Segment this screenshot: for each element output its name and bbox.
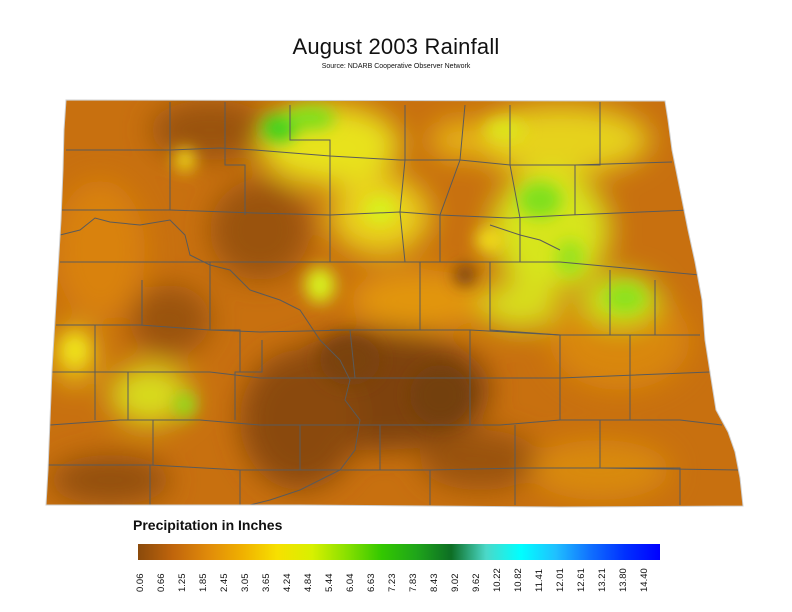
legend-tick-label: 6.04 — [345, 573, 356, 593]
legend-tick-label: 9.62 — [471, 573, 482, 593]
legend-tick-label: 10.22 — [492, 568, 503, 592]
legend-tick-label: 7.23 — [387, 573, 398, 593]
county-lines — [48, 102, 741, 506]
legend-tick-label: 2.45 — [219, 573, 230, 593]
legend-tick-label: 9.02 — [450, 573, 461, 593]
legend-tick-label: 4.84 — [303, 573, 314, 593]
legend-tick-label: 1.25 — [177, 573, 188, 593]
map-title: August 2003 Rainfall — [292, 34, 500, 59]
legend-tick-label: 1.85 — [198, 573, 209, 593]
legend-colorbar — [138, 544, 660, 560]
legend-tick-label: 12.61 — [576, 568, 587, 592]
map-subtitle: Source: NDARB Cooperative Observer Netwo… — [321, 63, 471, 70]
legend-tick-label: 3.65 — [261, 573, 272, 593]
legend-tick-label: 3.05 — [240, 573, 251, 593]
legend-tick-label: 12.01 — [555, 568, 566, 592]
legend-tick-label: 0.06 — [135, 573, 146, 593]
legend-tick-label: 11.41 — [534, 568, 545, 592]
legend-tick-label: 6.63 — [366, 573, 377, 593]
legend-tick-label: 10.82 — [513, 568, 524, 592]
legend-tick-label: 5.44 — [324, 573, 335, 593]
legend-tick-label: 14.40 — [639, 568, 650, 592]
legend-ticks: 0.06 0.66 1.25 1.85 2.45 3.05 3.65 4.24 4.84 5.44… — [0, 566, 792, 606]
legend-title: Precipitation in Inches — [133, 517, 283, 533]
state-outline — [45, 99, 744, 508]
legend-tick-label: 13.80 — [618, 568, 629, 592]
legend-tick-label: 13.21 — [597, 568, 608, 592]
precipitation-surface — [46, 100, 743, 507]
legend-tick-label: 8.43 — [429, 573, 440, 593]
legend-tick-label: 0.66 — [156, 573, 167, 593]
legend-tick-label: 4.24 — [282, 573, 293, 593]
legend-tick-label: 7.83 — [408, 573, 419, 593]
